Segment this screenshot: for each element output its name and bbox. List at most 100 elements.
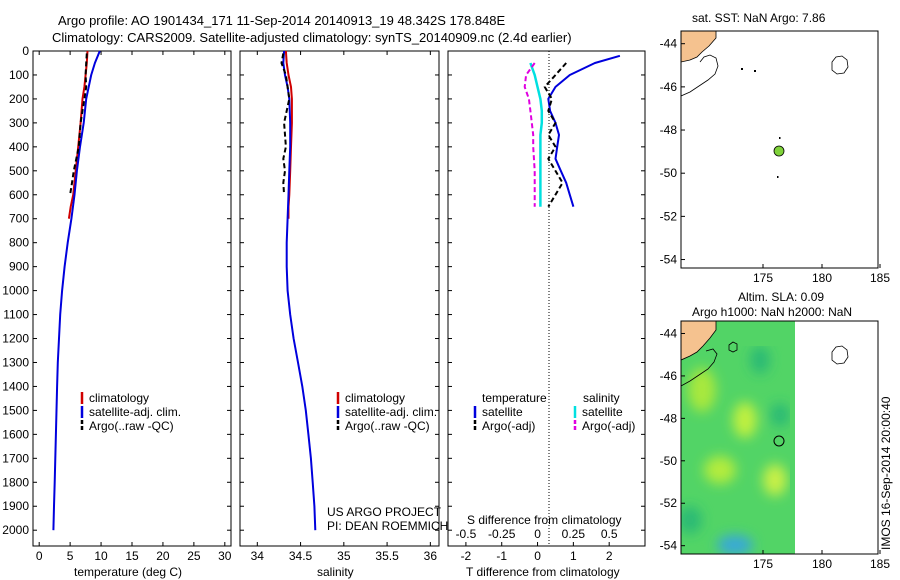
diff-x-axis: -2 -1 0 1 2 -0.5 -0.25 0 0.25 0.5 bbox=[456, 527, 618, 563]
map-bottom-title1: Altim. SLA: 0.09 bbox=[738, 290, 824, 304]
map-bottom-ytick-label: -46 bbox=[660, 369, 678, 383]
sla-blob-7 bbox=[717, 535, 753, 554]
temp-legend-argo: Argo(..raw -QC) bbox=[89, 419, 174, 433]
diff-s-tick-label: 0.5 bbox=[601, 527, 618, 541]
map-bottom-coast-line bbox=[681, 348, 718, 387]
sal-x-tick-label: 36 bbox=[424, 549, 438, 563]
map-bottom-axes: 175 180 185 -44 -46 -48 -50 -52 -54 bbox=[660, 326, 891, 571]
map-top-title: sat. SST: NaN Argo: 7.86 bbox=[692, 11, 826, 25]
diff-x-tick-label: -2 bbox=[461, 549, 472, 563]
diff-profile-lines bbox=[523, 54, 621, 208]
sla-blob-4 bbox=[763, 464, 787, 496]
map-top-ytick-label: -50 bbox=[660, 166, 678, 180]
map-top-xtick-label: 185 bbox=[870, 271, 890, 285]
temp-legend-satellite: satellite-adj. clim. bbox=[89, 405, 181, 419]
map-bottom-ytick-label: -54 bbox=[660, 539, 678, 553]
map-bottom-area bbox=[681, 321, 878, 554]
sal-series-satellite bbox=[282, 50, 317, 531]
diff-series-t-argo bbox=[543, 62, 567, 208]
sal-panel-frame bbox=[239, 50, 440, 547]
temp-x-tick-label: 25 bbox=[187, 549, 201, 563]
sal-profile-lines bbox=[280, 50, 317, 531]
map-bottom-xtick-label: 185 bbox=[870, 557, 890, 571]
map-bottom-islet bbox=[728, 341, 738, 353]
sla-blob-3 bbox=[704, 456, 736, 484]
map-bottom-ytick-label: -52 bbox=[660, 496, 678, 510]
map-bottom-frame bbox=[680, 320, 879, 555]
map-top-area bbox=[681, 31, 878, 268]
depth-tick-label: 2000 bbox=[2, 523, 29, 537]
depth-tick-label: 1800 bbox=[2, 475, 29, 489]
temp-x-tick-label: 5 bbox=[67, 549, 74, 563]
depth-tick-label: 1200 bbox=[2, 332, 29, 346]
temp-xlabel: temperature (deg C) bbox=[74, 565, 182, 579]
temp-series-argo bbox=[69, 53, 88, 195]
map-top-land bbox=[681, 31, 717, 63]
map-top-islet-3 bbox=[779, 137, 781, 139]
depth-tick-label: 600 bbox=[9, 188, 29, 202]
map-bottom-float-marker bbox=[773, 435, 785, 447]
diff-x-tick-label: -1 bbox=[496, 549, 507, 563]
depth-tick-label: 1000 bbox=[2, 284, 29, 298]
map-top-float-marker bbox=[773, 145, 785, 157]
depth-tick-label: 1600 bbox=[2, 427, 29, 441]
depth-tick-label: 0 bbox=[22, 44, 29, 58]
map-top-ytick-label: -46 bbox=[660, 80, 678, 94]
sla-blob-8 bbox=[770, 403, 790, 427]
depth-tick-label: 300 bbox=[9, 116, 29, 130]
diff-legend-t-satellite: satellite bbox=[482, 405, 523, 419]
diff-x-tick-label: 1 bbox=[570, 549, 577, 563]
diff-series-s-satellite bbox=[529, 62, 544, 207]
depth-tick-label: 1300 bbox=[2, 355, 29, 369]
depth-tick-label: 100 bbox=[9, 68, 29, 82]
map-top-ytick-label: -54 bbox=[660, 253, 678, 267]
diff-x-tick-label: 2 bbox=[606, 549, 613, 563]
diff-s-tick-label: -0.25 bbox=[488, 527, 516, 541]
depth-tick-label: 800 bbox=[9, 236, 29, 250]
sal-x-tick-label: 35 bbox=[337, 549, 351, 563]
temp-legend-climatology: climatology bbox=[89, 391, 149, 405]
imos-timestamp: IMOS 16-Sep-2014 20:00:40 bbox=[879, 396, 893, 550]
diff-series-t-satellite bbox=[547, 54, 621, 207]
map-bottom-sla-texture bbox=[681, 346, 790, 554]
depth-tick-label: 400 bbox=[9, 140, 29, 154]
temp-x-tick-label: 30 bbox=[218, 549, 232, 563]
map-top-coast-line bbox=[681, 54, 719, 97]
depth-tick-label: 900 bbox=[9, 260, 29, 274]
figure-title-line1: Argo profile: AO 1901434_171 11-Sep-2014… bbox=[58, 13, 506, 28]
sal-x-tick-label: 34.5 bbox=[289, 549, 313, 563]
sla-blob-6 bbox=[681, 506, 702, 534]
temp-panel-frame bbox=[32, 50, 232, 547]
temp-series-climatology bbox=[67, 50, 89, 219]
map-top-ytick-label: -52 bbox=[660, 209, 678, 223]
depth-tick-label: 500 bbox=[9, 164, 29, 178]
diff-s-tick-label: 0.25 bbox=[562, 527, 586, 541]
map-bottom-land bbox=[681, 321, 717, 361]
diff-x-tick-label: 0 bbox=[534, 549, 541, 563]
map-top-island bbox=[831, 55, 849, 75]
sal-x-axis: 34 34.5 35 35.5 36 bbox=[251, 51, 438, 563]
diff-s-tick-label: 0 bbox=[534, 527, 541, 541]
diff-legend-s-argo: Argo(-adj) bbox=[582, 419, 635, 433]
map-top-axes: 175 180 185 -44 -46 -48 -50 -52 -54 bbox=[660, 37, 891, 285]
diff-panel-frame bbox=[447, 50, 646, 547]
diff-s-label: S difference from climatology bbox=[467, 513, 622, 527]
map-top-xtick-label: 180 bbox=[812, 271, 832, 285]
map-top-ytick-label: -48 bbox=[660, 123, 678, 137]
map-bottom-island bbox=[831, 345, 849, 365]
map-top-islet-4 bbox=[777, 176, 779, 178]
sal-series-argo bbox=[280, 53, 291, 195]
figure-title-line2: Climatology: CARS2009. Satellite-adjuste… bbox=[52, 30, 572, 45]
map-bottom-xtick-label: 175 bbox=[753, 557, 773, 571]
diff-xlabel: T difference from climatology bbox=[466, 565, 620, 579]
sla-blob-5 bbox=[750, 346, 770, 374]
map-bottom-ytick-label: -48 bbox=[660, 411, 678, 425]
sal-xlabel: salinity bbox=[317, 565, 354, 579]
map-top-islet-2 bbox=[754, 70, 756, 72]
depth-tick-label: 1400 bbox=[2, 379, 29, 393]
depth-axis: 0 100 200 300 400 500 600 700 800 900 1000 1100 1200… bbox=[2, 44, 645, 537]
sal-legend-argo: Argo(..raw -QC) bbox=[345, 419, 430, 433]
temp-x-tick-label: 20 bbox=[156, 549, 170, 563]
temp-x-tick-label: 15 bbox=[125, 549, 139, 563]
diff-legend-s-satellite: satellite bbox=[582, 405, 623, 419]
